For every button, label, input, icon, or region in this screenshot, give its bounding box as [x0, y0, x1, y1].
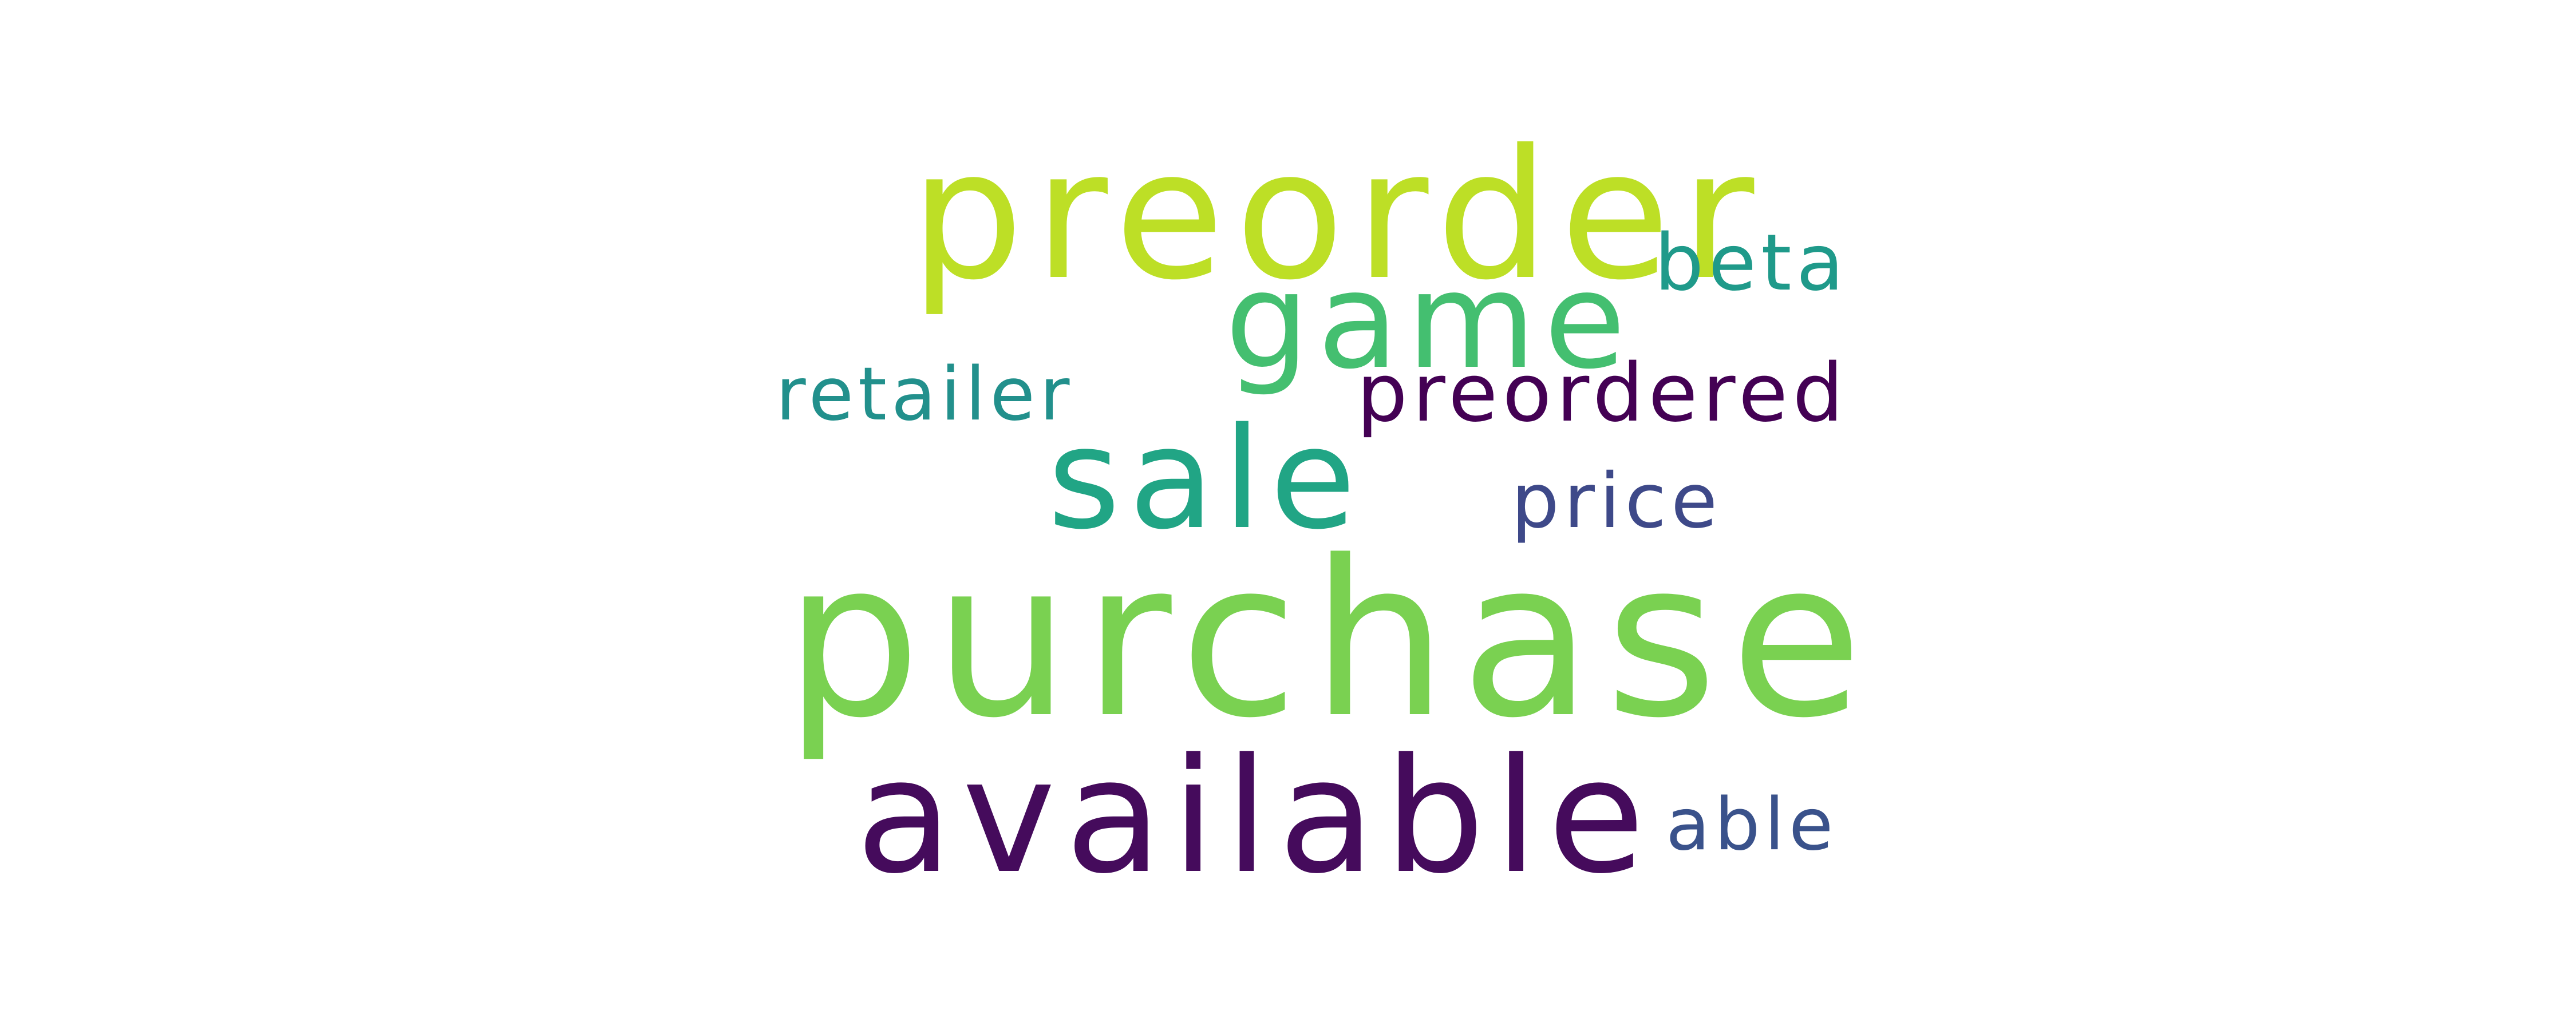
- word-able: able: [1666, 782, 1838, 866]
- word-retailer: retailer: [776, 352, 1074, 437]
- word-preorder: preorder: [910, 111, 1765, 319]
- word-preordered: preordered: [1357, 347, 1848, 440]
- word-price: price: [1511, 457, 1722, 545]
- word-game: game: [1225, 244, 1634, 398]
- word-beta: beta: [1654, 218, 1849, 308]
- word-sale: sale: [1048, 398, 1365, 560]
- word-available: available: [856, 725, 1654, 909]
- word-purchase: purchase: [784, 514, 1876, 765]
